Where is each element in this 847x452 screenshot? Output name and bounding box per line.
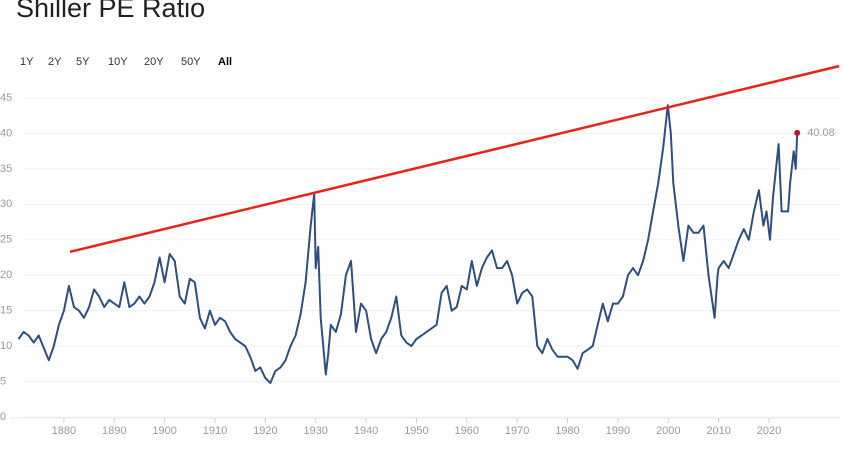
x-tick-label: 1970	[505, 425, 529, 437]
x-tick-label: 1940	[354, 425, 378, 437]
x-tick-label: 1960	[455, 425, 479, 437]
range-button[interactable]: 10Y	[108, 56, 128, 68]
y-tick-label: 40	[0, 127, 12, 139]
range-button[interactable]: 2Y	[48, 56, 62, 68]
x-tick-label: 1880	[52, 425, 76, 437]
range-button[interactable]: 50Y	[181, 56, 201, 68]
x-tick-label: 1890	[102, 425, 126, 437]
y-tick-label: 25	[0, 234, 12, 246]
y-tick-label: 20	[0, 269, 12, 281]
x-tick-label: 1900	[152, 425, 176, 437]
y-tick-label: 35	[0, 163, 12, 175]
series-line	[17, 104, 799, 384]
x-tick-label: 1930	[303, 425, 327, 437]
range-button[interactable]: All	[218, 56, 232, 68]
x-tick-label: 2000	[656, 425, 680, 437]
y-tick-label: 15	[0, 305, 12, 317]
range-button[interactable]: 5Y	[76, 56, 90, 68]
x-tick-label: 1990	[606, 425, 630, 437]
x-tick-label: 1910	[203, 425, 227, 437]
x-tick-label: 2020	[757, 425, 781, 437]
y-tick-label: 30	[0, 198, 12, 210]
y-tick-label: 5	[0, 375, 6, 387]
x-tick-label: 1920	[253, 425, 277, 437]
chart-title: Shiller PE Ratio	[16, 0, 205, 23]
last-value-label: 40.08	[807, 127, 835, 139]
last-point	[794, 129, 801, 136]
range-button[interactable]: 1Y	[20, 56, 34, 68]
x-tick-label: 1980	[555, 425, 579, 437]
x-tick-label: 1950	[404, 425, 428, 437]
x-tick-label: 2010	[706, 425, 730, 437]
y-tick-label: 0	[0, 411, 6, 423]
y-tick-label: 10	[0, 340, 12, 352]
y-tick-label: 45	[0, 92, 12, 104]
trend-line	[69, 64, 840, 254]
range-button[interactable]: 20Y	[144, 56, 164, 68]
